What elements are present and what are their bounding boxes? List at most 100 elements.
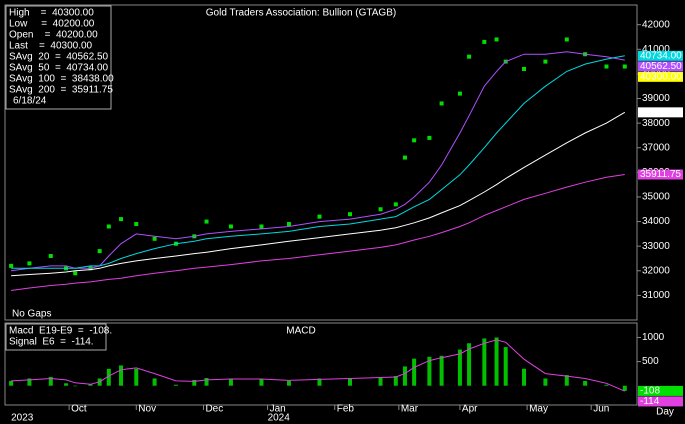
- value-flag: [638, 50, 683, 61]
- close-dot: [97, 249, 102, 254]
- macd-bar: [9, 380, 14, 386]
- y-tick-label: 35000: [642, 192, 670, 203]
- close-dot: [317, 214, 322, 219]
- value-flag-label: -108: [640, 386, 660, 397]
- close-dot: [522, 66, 527, 71]
- macd-bar: [204, 377, 209, 386]
- year-label: 2023: [11, 413, 34, 424]
- close-dot: [73, 271, 78, 276]
- close-dot: [134, 222, 139, 227]
- value-flag-label: 38438.00: [640, 107, 682, 118]
- macd-bar: [622, 385, 627, 391]
- value-flag-label: 40562.50: [640, 61, 682, 72]
- average-line: [11, 111, 626, 277]
- close-dot: [457, 91, 462, 96]
- close-dot: [48, 254, 53, 259]
- close-dot: [27, 261, 32, 266]
- close-dot: [439, 101, 444, 106]
- y-tick-label: 38000: [642, 118, 670, 129]
- x-tick-label: May: [529, 404, 548, 415]
- info-text: Macd E19-E9 = -108.: [9, 326, 112, 337]
- macd-bar: [427, 356, 432, 386]
- close-dot: [204, 219, 209, 224]
- macd-bar: [583, 380, 588, 386]
- macd-bar: [503, 347, 508, 386]
- value-flag: [638, 169, 683, 180]
- y-tick-label: 42000: [642, 19, 670, 30]
- y-tick-label: 1000: [642, 332, 665, 343]
- macd-bar: [457, 349, 462, 386]
- info-text: SAvg 20 = 40562.50: [9, 52, 109, 63]
- y-tick-label: 34000: [642, 216, 670, 227]
- close-dot: [543, 59, 548, 64]
- info-text: SAvg 200 = 35911.75: [9, 85, 113, 96]
- close-dot: [9, 263, 14, 268]
- y-tick-label: 39000: [642, 93, 670, 104]
- macd-bar: [192, 379, 197, 386]
- info-box: [5, 323, 107, 351]
- macd-bar: [152, 378, 157, 386]
- y-tick-label: 41000: [642, 44, 670, 55]
- macd-bar: [543, 378, 548, 386]
- macd-bar: [48, 377, 53, 386]
- close-dot: [286, 222, 291, 227]
- y-tick-label: 32000: [642, 265, 670, 276]
- x-tick-label: Feb: [337, 404, 355, 415]
- average-line: [11, 55, 625, 269]
- close-dot: [467, 54, 472, 59]
- y-tick-label: 37000: [642, 142, 670, 153]
- y-tick-label: 31000: [642, 290, 670, 301]
- close-dot: [564, 37, 569, 42]
- macd-bar: [106, 368, 111, 386]
- info-text: Signal E6 = -114.: [9, 337, 94, 348]
- close-dot: [152, 236, 157, 241]
- info-text: Open = 40200.00: [9, 30, 98, 41]
- close-dot: [412, 138, 417, 143]
- close-dot: [393, 202, 398, 207]
- macd-bar: [228, 378, 233, 386]
- macd-bar: [482, 338, 487, 386]
- x-tick-label: Apr: [462, 404, 478, 415]
- macd-bar: [317, 378, 322, 386]
- close-dot: [402, 155, 407, 160]
- macd-bar: [494, 337, 499, 386]
- value-flag: [638, 107, 683, 118]
- x-tick-label: Jun: [593, 404, 609, 415]
- info-text: SAvg 100 = 38438.00: [9, 74, 114, 85]
- x-tick-label: Jan: [270, 404, 286, 415]
- value-flag: [638, 396, 683, 407]
- value-flag-label: 40734.00: [640, 50, 682, 61]
- value-flag-label: -114: [640, 396, 660, 407]
- x-tick-label: Oct: [71, 404, 87, 415]
- macd-bar: [467, 343, 472, 386]
- info-text: SAvg 50 = 40734.00: [9, 63, 109, 74]
- macd-bar: [378, 377, 383, 386]
- value-flag: [638, 71, 683, 82]
- average-line: [11, 174, 625, 291]
- info-text: Last = 40300.00: [9, 41, 93, 52]
- close-dot: [622, 64, 627, 69]
- info-text: High = 40300.00: [9, 8, 94, 19]
- note: No Gaps: [12, 309, 51, 320]
- macd-bar: [173, 384, 178, 386]
- macd-bar: [412, 358, 417, 386]
- close-dot: [348, 212, 353, 217]
- close-dot: [106, 224, 111, 229]
- main-frame: [4, 4, 638, 321]
- macd-bar: [73, 385, 78, 387]
- macd-bar: [402, 366, 407, 386]
- macd-bar: [27, 378, 32, 386]
- macd-bar: [522, 368, 527, 386]
- x-tick-label: Nov: [138, 404, 156, 415]
- macd-bar: [564, 375, 569, 386]
- macd-bar: [348, 377, 353, 386]
- value-flag-label: 40300.00: [640, 71, 682, 82]
- y-tick-label: 33000: [642, 241, 670, 252]
- value-flag: [638, 385, 683, 396]
- close-dot: [604, 64, 609, 69]
- x-tick-label: Dec: [205, 404, 223, 415]
- panel-title: Gold Traders Association: Bullion (GTAGB…: [206, 8, 396, 19]
- close-dot: [482, 39, 487, 44]
